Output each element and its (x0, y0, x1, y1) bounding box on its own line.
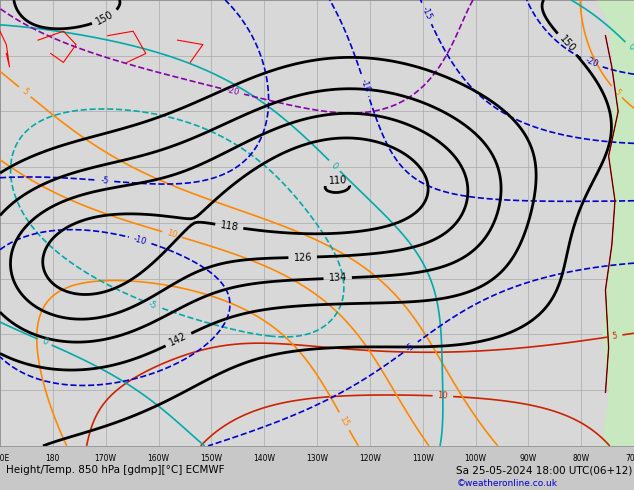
Text: 110W: 110W (411, 454, 434, 463)
Text: 110: 110 (328, 175, 347, 186)
Text: 0: 0 (330, 161, 340, 171)
Text: -5: -5 (101, 176, 110, 186)
Text: 10: 10 (437, 392, 448, 401)
Text: 70W: 70W (625, 454, 634, 463)
Text: 150: 150 (557, 34, 577, 54)
Text: 90W: 90W (520, 454, 537, 463)
Text: 126: 126 (294, 252, 312, 263)
Text: 170W: 170W (94, 454, 117, 463)
Text: 5: 5 (612, 331, 618, 341)
Text: 150: 150 (94, 9, 115, 27)
Text: -20: -20 (584, 56, 600, 70)
Text: Height/Temp. 850 hPa [gdmp][°C] ECMWF: Height/Temp. 850 hPa [gdmp][°C] ECMWF (6, 465, 225, 475)
Text: 118: 118 (219, 220, 239, 233)
Text: 170E: 170E (0, 454, 10, 463)
Text: 180: 180 (46, 454, 60, 463)
Text: 150W: 150W (200, 454, 223, 463)
Text: 5: 5 (20, 87, 30, 97)
Text: 0: 0 (41, 337, 49, 347)
Text: 5: 5 (612, 87, 622, 97)
Polygon shape (596, 0, 634, 446)
Text: -15: -15 (420, 5, 434, 22)
Text: -5: -5 (404, 341, 417, 353)
Text: 80W: 80W (573, 454, 590, 463)
Text: -10: -10 (359, 77, 372, 93)
Text: 0: 0 (626, 43, 634, 52)
Text: 140W: 140W (253, 454, 275, 463)
Text: 142: 142 (168, 331, 189, 348)
Text: 130W: 130W (306, 454, 328, 463)
Text: 160W: 160W (148, 454, 169, 463)
Text: Sa 25-05-2024 18:00 UTC(06+12): Sa 25-05-2024 18:00 UTC(06+12) (456, 465, 633, 475)
Text: ©weatheronline.co.uk: ©weatheronline.co.uk (456, 479, 557, 488)
Text: -5: -5 (147, 299, 158, 311)
Text: 120W: 120W (359, 454, 381, 463)
Text: 100W: 100W (465, 454, 486, 463)
Text: -10: -10 (133, 234, 148, 246)
Text: 134: 134 (328, 273, 347, 284)
Text: 10: 10 (165, 229, 178, 240)
Text: -20: -20 (225, 85, 240, 98)
Text: 15: 15 (338, 415, 351, 428)
